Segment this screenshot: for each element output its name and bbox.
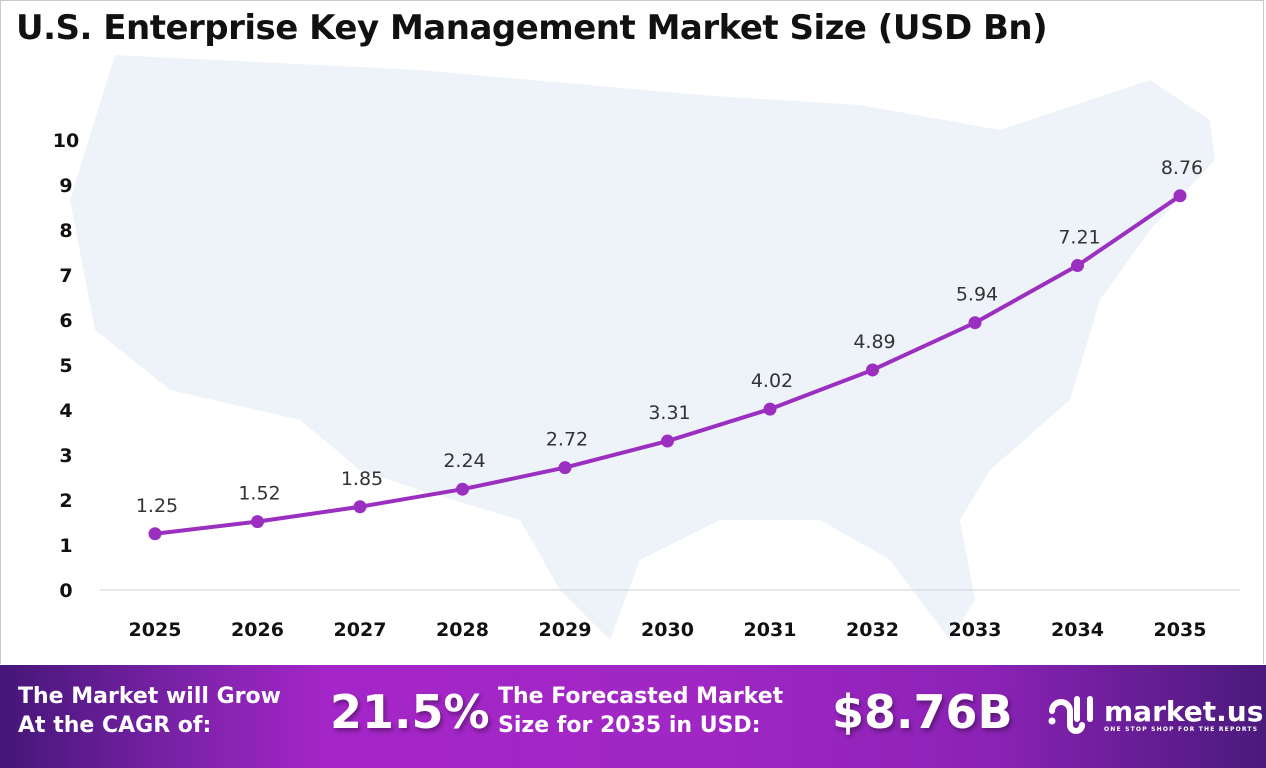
line-chart: 0 1 2 3 4 5 6 7 8 9 10 2025 2026 2027 2028 2029 2030 2031… — [53, 55, 1240, 641]
data-point — [353, 500, 367, 514]
x-tick-label: 2027 — [334, 619, 387, 641]
x-tick-label: 2034 — [1051, 619, 1104, 641]
x-tick-label: 2033 — [949, 619, 1002, 641]
y-tick-label: 6 — [59, 310, 72, 332]
y-tick-label: 3 — [59, 445, 72, 467]
y-tick-label: 8 — [59, 220, 72, 242]
market-us-logo-icon — [1048, 696, 1093, 734]
market-us-logo: market.us ONE STOP SHOP FOR THE REPORTS — [1048, 695, 1263, 735]
x-tick-label: 2030 — [641, 619, 694, 641]
data-label: 1.85 — [341, 468, 383, 490]
data-point — [456, 482, 469, 496]
data-point — [251, 515, 264, 529]
data-point — [1173, 189, 1187, 203]
cagr-value: 21.5% — [330, 685, 490, 739]
logo-tagline: ONE STOP SHOP FOR THE REPORTS — [1104, 725, 1259, 733]
data-label: 2.24 — [443, 450, 485, 472]
y-tick-label: 0 — [59, 580, 72, 602]
x-tick-label: 2035 — [1154, 619, 1207, 641]
data-label: 1.52 — [238, 483, 280, 505]
forecast-label: The Forecasted Market Size for 2035 in U… — [498, 682, 783, 740]
data-point — [148, 527, 162, 541]
data-label: 4.89 — [853, 331, 895, 353]
chart-frame — [0, 0, 1264, 664]
forecast-value: $8.76B — [832, 685, 1013, 739]
x-tick-label: 2028 — [436, 619, 489, 641]
y-tick-label: 7 — [59, 265, 72, 287]
data-point — [661, 434, 674, 448]
y-tick-label: 2 — [59, 490, 72, 512]
x-tick-label: 2025 — [129, 619, 182, 641]
x-tick-label: 2032 — [846, 619, 899, 641]
chart-title: U.S. Enterprise Key Management Market Si… — [16, 8, 1048, 48]
y-tick-label: 1 — [59, 535, 72, 557]
data-label: 2.72 — [546, 429, 588, 451]
data-point — [968, 316, 982, 330]
forecast-label-line1: The Forecasted Market — [498, 684, 784, 709]
us-map-background — [70, 55, 1215, 640]
y-tick-label: 10 — [53, 130, 79, 152]
data-label: 4.02 — [751, 370, 793, 392]
cagr-label-line2: At the CAGR of: — [18, 713, 212, 738]
x-tick-label: 2031 — [744, 619, 797, 641]
forecast-label-line2: Size for 2035 in USD: — [498, 713, 761, 738]
data-label: 8.76 — [1161, 157, 1203, 179]
y-tick-label: 9 — [59, 175, 72, 197]
data-label: 5.94 — [956, 284, 998, 306]
data-point — [558, 461, 572, 475]
data-point — [866, 363, 879, 377]
y-tick-label: 5 — [59, 355, 72, 377]
data-label: 3.31 — [648, 402, 690, 424]
footer-banner: The Market will Grow At the CAGR of: 21.… — [0, 665, 1266, 768]
data-label: 1.25 — [136, 495, 178, 517]
logo-name: market.us — [1104, 694, 1264, 728]
data-point — [1071, 259, 1084, 273]
x-tick-label: 2026 — [231, 619, 284, 641]
x-tick-label: 2029 — [539, 619, 592, 641]
data-label: 7.21 — [1058, 227, 1100, 249]
data-point — [763, 402, 777, 416]
cagr-label: The Market will Grow At the CAGR of: — [18, 682, 281, 740]
y-tick-label: 4 — [59, 400, 72, 422]
cagr-label-line1: The Market will Grow — [18, 684, 281, 709]
